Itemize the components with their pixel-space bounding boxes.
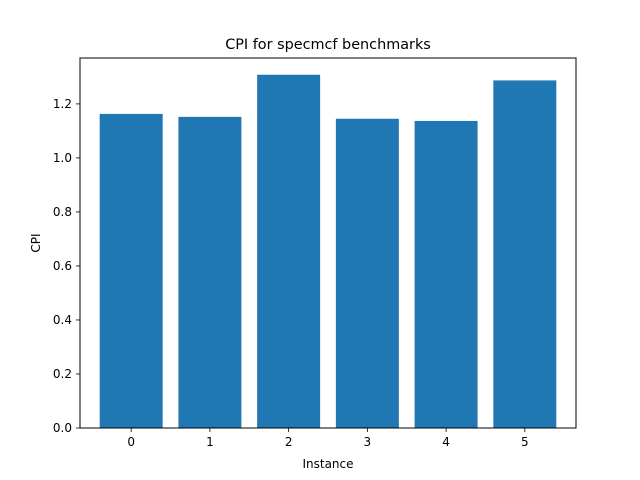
y-tick-label: 0.6 — [53, 259, 72, 273]
plot-frame — [79, 57, 577, 429]
y-tick-label: 0.8 — [53, 205, 72, 219]
y-axis-ticks: 0.0 0.2 0.4 0.6 0.8 1.0 1.2 — [53, 97, 80, 435]
x-axis-ticks: 0 1 2 3 4 5 — [127, 428, 529, 449]
x-tick-label: 5 — [521, 435, 529, 449]
x-tick-label: 3 — [364, 435, 372, 449]
bar-1 — [178, 116, 242, 428]
y-tick-label: 0.2 — [53, 367, 72, 381]
y-axis-label: CPI — [29, 233, 43, 252]
x-tick-label: 4 — [442, 435, 450, 449]
y-tick-label: 1.2 — [53, 97, 72, 111]
bar-3 — [335, 118, 399, 429]
x-axis-label: Instance — [302, 457, 353, 471]
x-tick-label: 1 — [206, 435, 214, 449]
y-tick-label: 0.4 — [53, 313, 72, 327]
bar-5 — [493, 80, 557, 428]
chart-title: CPI for specmcf benchmarks — [225, 37, 431, 53]
x-tick-label: 2 — [285, 435, 293, 449]
bar-2 — [257, 74, 321, 429]
y-tick-label: 0.0 — [53, 421, 72, 435]
y-tick-label: 1.0 — [53, 151, 72, 165]
x-tick-label: 0 — [127, 435, 135, 449]
bars-group — [99, 74, 557, 429]
bar-4 — [414, 120, 478, 429]
bar-0 — [99, 113, 163, 429]
